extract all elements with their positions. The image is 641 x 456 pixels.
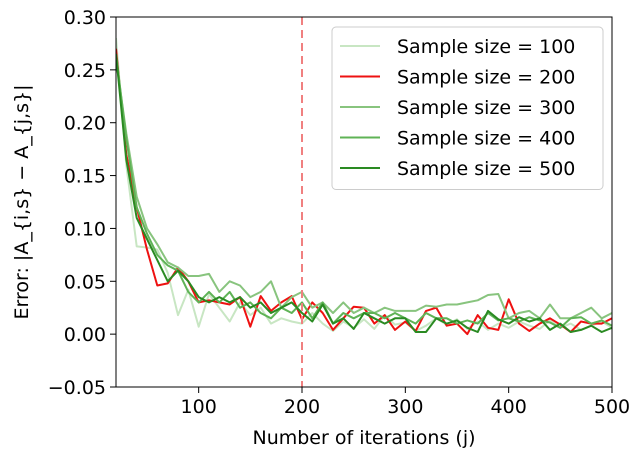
legend-label: Sample size = 500: [397, 158, 575, 180]
x-tick-label: 300: [387, 396, 423, 418]
y-tick-label: 0.30: [64, 7, 106, 29]
series-line-5: [116, 53, 612, 333]
legend-label: Sample size = 300: [397, 97, 575, 119]
x-tick-label: 500: [594, 396, 630, 418]
y-tick-label: −0.05: [48, 377, 106, 399]
y-tick-label: 0.20: [64, 113, 106, 135]
y-tick-label: 0.25: [64, 60, 106, 82]
legend-box: [331, 26, 604, 190]
legend-label: Sample size = 400: [397, 128, 575, 150]
legend-item: Sample size = 100: [340, 36, 575, 58]
legend: Sample size = 100 Sample size = 200 Sample…: [331, 26, 604, 190]
series-line-1: [116, 38, 612, 332]
legend-label: Sample size = 200: [397, 67, 575, 89]
legend-items: Sample size = 100 Sample size = 200 Sample…: [340, 36, 575, 180]
x-tick-label: 400: [491, 396, 527, 418]
y-axis-ticks: −0.05 0.00 0.05 0.10 0.15 0.20 0.25 0.30: [48, 7, 116, 399]
x-tick-label: 100: [181, 396, 217, 418]
legend-item: Sample size = 500: [340, 158, 575, 180]
legend-label: Sample size = 100: [397, 36, 575, 58]
y-axis-label: Error: |A_{i,s} − A_{j,s}|: [11, 84, 33, 319]
y-tick-label: 0.15: [64, 166, 106, 188]
series-line-3: [116, 59, 612, 320]
x-tick-label: 200: [284, 396, 320, 418]
legend-item: Sample size = 300: [340, 97, 575, 119]
y-tick-label: 0.10: [64, 218, 106, 240]
legend-item: Sample size = 200: [340, 67, 575, 89]
plot-area-frame: [115, 16, 613, 388]
x-axis-label: Number of iterations (j): [252, 427, 475, 449]
legend-item: Sample size = 400: [340, 128, 575, 150]
x-axis-ticks: 100 200 300 400 500: [181, 387, 630, 418]
y-tick-label: 0.00: [64, 324, 106, 346]
y-tick-label: 0.05: [64, 271, 106, 293]
series-lines: [116, 38, 612, 336]
